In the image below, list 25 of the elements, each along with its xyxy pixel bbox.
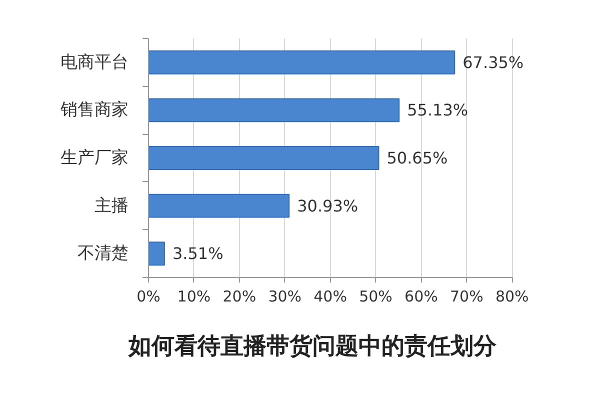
x-tick-label: 70%: [450, 288, 484, 306]
x-tick-label: 30%: [268, 288, 302, 306]
x-tick-label: 50%: [359, 288, 392, 306]
text: 如何看待直播带货问题中的责任划分: [128, 334, 498, 360]
bar: [148, 242, 165, 266]
y-tick-label: 生产厂家: [60, 148, 128, 168]
x-tick-label: 20%: [222, 288, 256, 306]
x-tick-label: 10%: [177, 288, 211, 306]
bar: [148, 146, 380, 170]
y-tick-label: 销售商家: [60, 100, 128, 120]
x-tick-label: 40%: [314, 288, 347, 306]
y-tick-label: 电商平台: [60, 52, 128, 72]
data-label: 50.65%: [386, 148, 448, 168]
data-label: 55.13%: [407, 100, 468, 120]
bar: [148, 194, 290, 218]
data-label: 67.35%: [462, 52, 524, 72]
bar: [148, 98, 400, 122]
x-tick-label: 0%: [136, 288, 160, 306]
x-tick-label: 60%: [404, 288, 438, 306]
x-tick-label: 80%: [495, 288, 529, 306]
bar: [148, 50, 456, 74]
data-label: 30.93%: [297, 196, 358, 216]
data-label: 3.51%: [172, 244, 224, 264]
y-tick-label: 主播: [94, 196, 128, 216]
y-tick-label: 不清楚: [78, 244, 128, 264]
